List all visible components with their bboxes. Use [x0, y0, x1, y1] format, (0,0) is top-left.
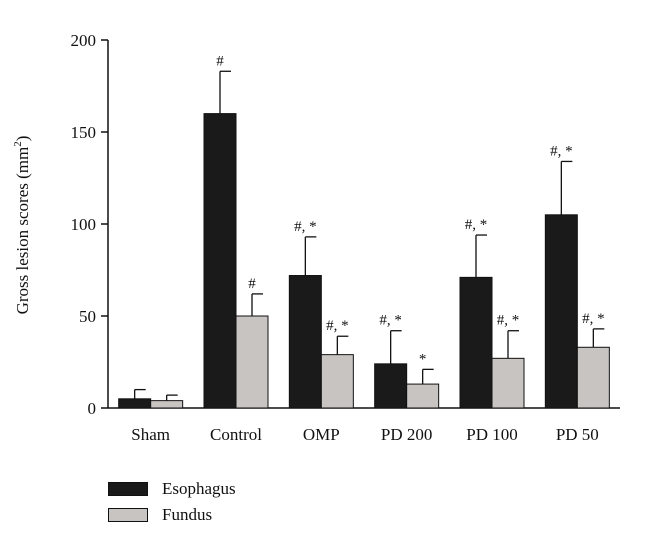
bar-fundus	[320, 354, 354, 409]
bar-fundus	[150, 400, 184, 409]
x-tick-label: OMP	[303, 425, 340, 444]
bar-esophagus	[544, 214, 578, 409]
legend-swatch-fundus	[108, 508, 148, 522]
x-tick-label: PD 50	[556, 425, 599, 444]
y-axis-title: Gross lesion scores (mm2)	[12, 136, 32, 315]
legend-swatch-esophagus	[108, 482, 148, 496]
significance-label: #, *	[326, 318, 349, 334]
bar-fundus	[235, 315, 269, 409]
significance-label: #, *	[497, 313, 520, 329]
y-tick-label: 100	[71, 215, 97, 234]
bar-esophagus	[288, 275, 322, 409]
significance-label: #, *	[294, 219, 317, 235]
bar-esophagus	[459, 276, 493, 409]
x-tick-label: PD 200	[381, 425, 432, 444]
significance-label: #	[216, 53, 224, 69]
x-tick-label: Sham	[131, 425, 170, 444]
bar-esophagus	[203, 113, 237, 409]
bar-fundus	[576, 346, 610, 409]
x-tick-label: PD 100	[466, 425, 517, 444]
legend-label-fundus: Fundus	[162, 505, 213, 524]
x-tick-label: Control	[210, 425, 262, 444]
legend-item-fundus: Fundus	[108, 502, 236, 528]
y-tick-label: 50	[79, 307, 96, 326]
y-tick-label: 150	[71, 123, 97, 142]
x-axis: Sham Control OMP PD 200 PD 100 PD 50	[108, 407, 620, 444]
bar-fundus	[406, 383, 440, 409]
bar-esophagus	[118, 398, 152, 409]
significance-label: #	[248, 276, 256, 292]
y-tick-label: 200	[71, 31, 97, 50]
significance-label: #, *	[582, 311, 605, 327]
legend: Esophagus Fundus	[108, 476, 236, 528]
bar-fundus	[491, 357, 525, 409]
legend-label-esophagus: Esophagus	[162, 479, 236, 498]
significance-label: #, *	[550, 143, 573, 159]
bar-esophagus	[374, 363, 408, 409]
bars: # # #, * #, * #, * * #, * #, * #, * #, *	[118, 53, 610, 409]
significance-label: #, *	[379, 313, 402, 329]
significance-label: *	[419, 351, 427, 367]
legend-item-esophagus: Esophagus	[108, 476, 236, 502]
bar-chart: 0 50 100 150 200 Sham Control OMP PD 200 PD 100 P…	[12, 31, 620, 444]
y-tick-label: 0	[88, 399, 97, 418]
significance-label: #, *	[465, 217, 488, 233]
y-axis: 0 50 100 150 200	[71, 31, 109, 418]
